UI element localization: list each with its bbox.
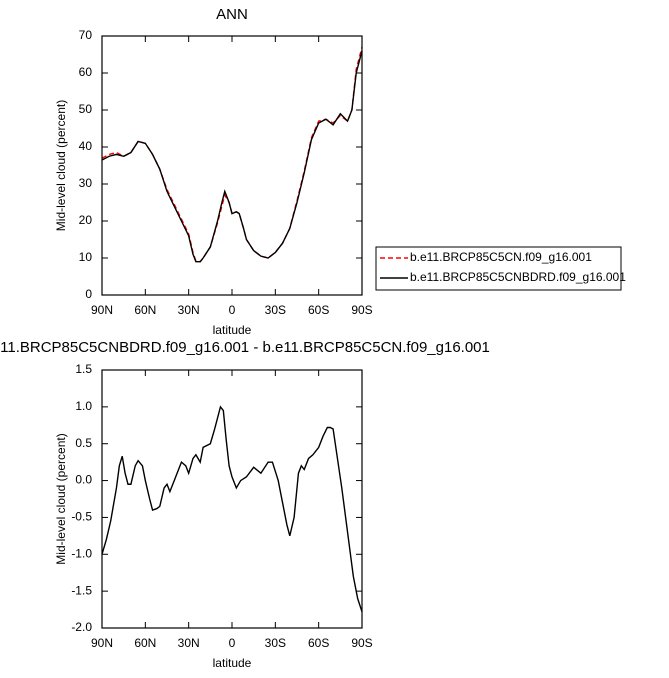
y-tick-label: -2.0 [71, 620, 92, 634]
data-line [101, 46, 363, 263]
x-axis-label: latitude [213, 323, 252, 337]
x-tick-label: 30S [265, 636, 286, 650]
x-tick-label: 60N [134, 636, 156, 650]
x-tick-label: 90N [91, 303, 113, 317]
y-tick-label: -1.5 [71, 583, 92, 597]
y-tick-label: 1.5 [75, 362, 92, 376]
y-axis-label: Mid-level cloud (percent) [54, 100, 68, 231]
x-tick-label: 90N [91, 636, 113, 650]
x-tick-label: 30N [178, 636, 200, 650]
y-tick-label: 60 [79, 65, 93, 79]
y-tick-label: 40 [79, 139, 93, 153]
x-tick-label: 60S [308, 303, 329, 317]
x-tick-label: 60N [134, 303, 156, 317]
x-tick-label: 30S [265, 303, 286, 317]
data-line [101, 50, 363, 263]
legend-label: b.e11.BRCP85C5CNBDRD.f09_g16.001 [410, 270, 626, 284]
x-axis-label: latitude [213, 656, 252, 670]
x-tick-label: 60S [308, 636, 329, 650]
x-tick-label: 0 [229, 636, 236, 650]
y-tick-label: 0.0 [75, 473, 92, 487]
chart-title: ANN [216, 6, 248, 23]
y-axis-label: Mid-level cloud (percent) [54, 433, 68, 564]
data-line [101, 405, 363, 613]
legend-box [375, 246, 622, 291]
x-tick-label: 30N [178, 303, 200, 317]
y-tick-label: -1.0 [71, 546, 92, 560]
x-tick-label: 0 [229, 303, 236, 317]
x-tick-label: 90S [351, 303, 372, 317]
y-tick-label: -0.5 [71, 510, 92, 524]
plot-frame [101, 369, 363, 629]
x-tick-label: 90S [351, 636, 372, 650]
y-tick-label: 1.0 [75, 399, 92, 413]
y-tick-label: 20 [79, 213, 93, 227]
y-tick-label: 30 [79, 176, 93, 190]
plot-frame [101, 35, 363, 296]
y-tick-label: 70 [79, 28, 93, 42]
y-tick-label: 50 [79, 102, 93, 116]
chart-title: 11.BRCP85C5CNBDRD.f09_g16.001 - b.e11.BR… [0, 339, 490, 356]
legend-label: b.e11.BRCP85C5CN.f09_g16.001 [410, 250, 592, 264]
y-tick-label: 10 [79, 250, 93, 264]
y-tick-label: 0 [85, 287, 92, 301]
y-tick-label: 0.5 [75, 436, 92, 450]
